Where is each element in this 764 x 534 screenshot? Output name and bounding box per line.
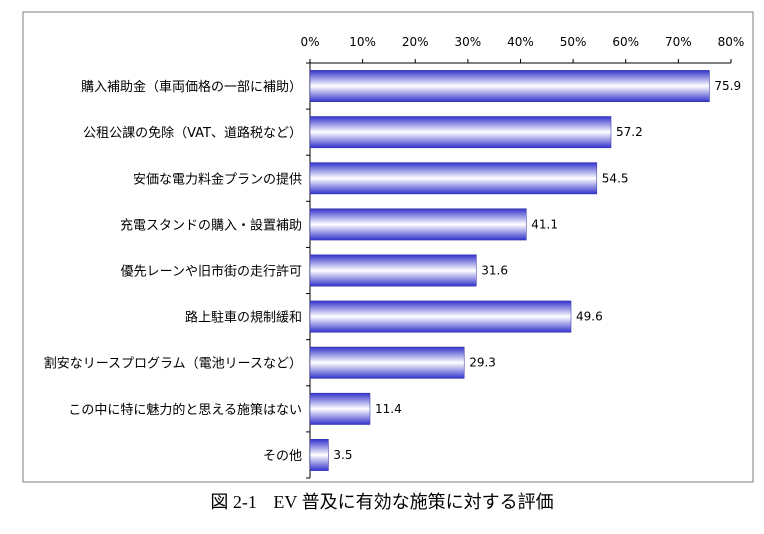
data-label: 31.6	[481, 264, 508, 278]
category-label: 購入補助金（車両価格の一部に補助）	[81, 79, 302, 95]
category-labels: 購入補助金（車両価格の一部に補助） 公租公課の免除（VAT、道路税など） 安価な電力…	[44, 79, 302, 464]
bars: 75.9 57.2 54.5 41.1 31.6 49.6 29.3 11.4 3.5	[309, 70, 741, 471]
figure-title: EV 普及に有効な施策に対する評価	[273, 492, 554, 512]
category-label: この中に特に魅力的と思える施策はない	[68, 402, 302, 418]
bar	[309, 300, 572, 333]
category-label: 安価な電力料金プランの提供	[133, 171, 302, 187]
category-label: 公租公課の免除（VAT、道路税など）	[83, 125, 302, 141]
figure-caption: 図 2-1 EV 普及に有効な施策に対する評価	[0, 488, 764, 514]
x-tick-label: 30%	[455, 35, 482, 49]
data-label: 41.1	[531, 217, 558, 231]
data-label: 29.3	[469, 356, 496, 370]
category-label: 路上駐車の規制緩和	[185, 310, 302, 326]
bar	[309, 116, 612, 149]
bar	[309, 254, 477, 287]
x-tick-label: 70%	[665, 35, 692, 49]
x-tick-label: 20%	[402, 35, 429, 49]
bar	[309, 208, 527, 241]
data-label: 49.6	[576, 310, 603, 324]
data-label: 57.2	[616, 125, 643, 139]
figure-number: 図 2-1	[210, 492, 257, 512]
bar	[309, 392, 371, 425]
data-label: 54.5	[602, 171, 629, 185]
data-label: 75.9	[714, 79, 741, 93]
category-label: 充電スタンドの購入・設置補助	[120, 217, 302, 233]
x-tick-label: 60%	[612, 35, 639, 49]
x-tick-label: 10%	[349, 35, 376, 49]
bar	[309, 346, 465, 379]
bar	[309, 162, 598, 195]
x-tick-label: 0%	[300, 35, 319, 49]
data-label: 11.4	[375, 402, 402, 416]
data-label: 3.5	[333, 448, 352, 462]
bar	[309, 70, 710, 102]
x-tick-label: 50%	[560, 35, 587, 49]
bar	[309, 439, 329, 471]
x-tick-label: 40%	[507, 35, 534, 49]
category-label: 優先レーンや旧市街の走行許可	[121, 264, 302, 280]
x-tick-label: 80%	[718, 35, 745, 49]
category-label: 割安なリースプログラム（電池リースなど）	[44, 356, 302, 372]
category-label: その他	[263, 449, 302, 464]
